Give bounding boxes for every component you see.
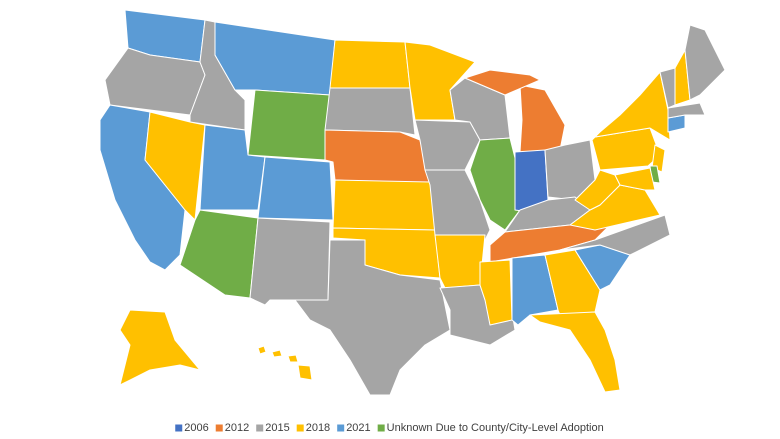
state	[574, 169, 621, 211]
state	[329, 39, 411, 89]
state	[247, 89, 331, 161]
state	[424, 169, 491, 241]
legend-swatch	[296, 424, 304, 432]
state	[519, 84, 566, 153]
state	[119, 309, 201, 386]
state	[214, 21, 336, 96]
state	[324, 129, 431, 186]
state	[479, 259, 513, 326]
state	[271, 349, 283, 358]
state	[469, 137, 521, 231]
legend-label: 2018	[306, 422, 330, 434]
legend-swatch	[256, 424, 264, 432]
state	[684, 24, 726, 101]
state	[651, 144, 666, 173]
state	[594, 71, 671, 141]
state	[667, 102, 706, 119]
legend-label: 2021	[346, 422, 370, 434]
legend-swatch	[175, 424, 183, 432]
legend: 2006 2012 2015 2018 2021 Unknown Due to Count…	[175, 422, 604, 434]
state	[249, 217, 331, 306]
state	[434, 234, 486, 289]
legend-label: Unknown Due to County/City-Level Adoptio…	[387, 422, 604, 434]
state	[464, 69, 541, 96]
legend-label: 2006	[184, 422, 208, 434]
legend-swatch	[215, 424, 223, 432]
states	[99, 9, 726, 396]
state	[179, 209, 259, 299]
state	[297, 364, 313, 381]
legend-label: 2015	[265, 422, 289, 434]
state	[559, 214, 671, 256]
legend-swatch	[377, 424, 385, 432]
state	[414, 119, 481, 171]
state	[332, 179, 436, 231]
state	[287, 354, 299, 363]
state	[614, 167, 656, 191]
state	[324, 87, 416, 136]
state	[257, 345, 267, 355]
state	[529, 311, 621, 393]
state	[294, 239, 451, 396]
state	[489, 224, 611, 263]
legend-swatch	[337, 424, 345, 432]
legend-label: 2012	[225, 422, 249, 434]
state	[257, 156, 334, 221]
